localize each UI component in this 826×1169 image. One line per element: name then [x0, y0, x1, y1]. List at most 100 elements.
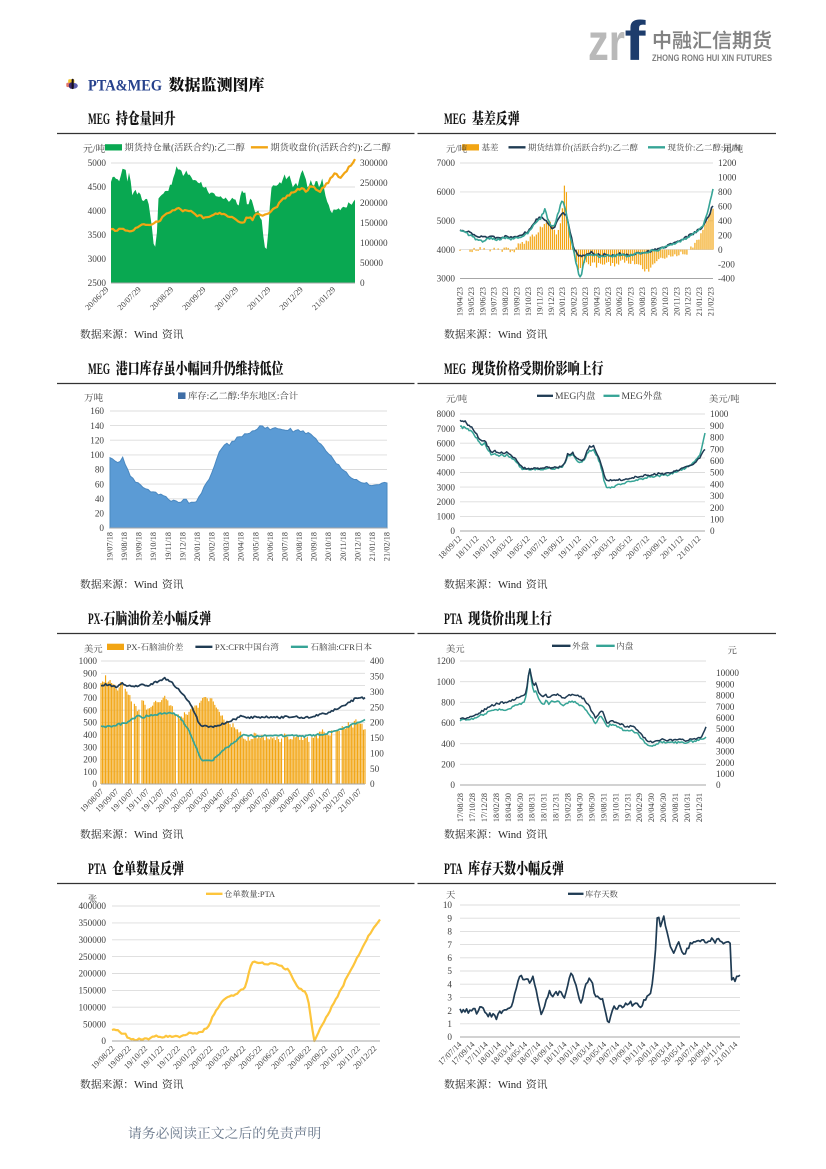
svg-text:8000: 8000 — [437, 409, 456, 419]
svg-text:0: 0 — [92, 779, 97, 789]
svg-text:5000: 5000 — [437, 216, 456, 226]
svg-text:19/08/31: 19/08/31 — [599, 793, 608, 822]
svg-text:2: 2 — [447, 1006, 452, 1016]
svg-text:19/06/23: 19/06/23 — [478, 287, 487, 316]
svg-text:20/10/18: 20/10/18 — [324, 532, 333, 561]
svg-text:40: 40 — [95, 494, 105, 504]
svg-text:3500: 3500 — [88, 230, 107, 240]
svg-text:3000: 3000 — [716, 747, 735, 757]
svg-text:1000: 1000 — [79, 656, 98, 666]
svg-text:20/08/23: 20/08/23 — [638, 287, 647, 316]
svg-text::: : — [693, 143, 695, 153]
svg-text:800: 800 — [718, 187, 732, 197]
svg-text:140: 140 — [90, 421, 104, 431]
svg-text:20/05/23: 20/05/23 — [604, 287, 613, 316]
svg-text:2500: 2500 — [88, 278, 107, 288]
svg-text:1000: 1000 — [437, 512, 456, 522]
svg-text:19/08/18: 19/08/18 — [120, 532, 129, 561]
svg-text:21/01/23: 21/01/23 — [695, 287, 704, 316]
svg-text:100000: 100000 — [360, 238, 388, 248]
svg-text:80: 80 — [95, 465, 105, 475]
svg-text:9000: 9000 — [716, 679, 735, 689]
svg-text:900: 900 — [83, 669, 97, 679]
svg-text:350000: 350000 — [78, 918, 106, 928]
svg-text:ZHONG RONG HUI XIN FUTURES: ZHONG RONG HUI XIN FUTURES — [652, 53, 772, 64]
svg-text:19/12/31: 19/12/31 — [623, 793, 632, 822]
svg-text:Wind: Wind — [498, 329, 522, 341]
svg-text:200: 200 — [441, 760, 455, 770]
svg-text:21/02/18: 21/02/18 — [383, 532, 392, 561]
svg-text:150000: 150000 — [360, 218, 388, 228]
svg-text:18/04/30: 18/04/30 — [504, 793, 513, 822]
svg-text:0: 0 — [99, 523, 104, 533]
svg-text:0: 0 — [718, 245, 723, 255]
svg-text:PTA: PTA — [444, 861, 463, 878]
svg-text:20/07/18: 20/07/18 — [280, 532, 289, 561]
svg-text:1: 1 — [447, 1019, 452, 1029]
svg-text:250000: 250000 — [360, 178, 388, 188]
svg-text:800: 800 — [441, 698, 455, 708]
svg-text:zr: zr — [588, 14, 625, 72]
svg-text:3000: 3000 — [437, 274, 456, 284]
svg-text:20/12/23: 20/12/23 — [684, 287, 693, 316]
svg-text:19/07/23: 19/07/23 — [490, 287, 499, 316]
svg-text:5000: 5000 — [437, 453, 456, 463]
svg-text:20/08/18: 20/08/18 — [295, 532, 304, 561]
svg-text:200: 200 — [710, 503, 724, 513]
svg-text:50000: 50000 — [83, 1019, 106, 1029]
svg-text:0: 0 — [370, 779, 375, 789]
svg-text:19/09/23: 19/09/23 — [513, 287, 522, 316]
svg-text:17/10/28: 17/10/28 — [468, 793, 477, 822]
svg-text:8000: 8000 — [716, 691, 735, 701]
svg-text::CFR: :CFR — [336, 642, 355, 652]
svg-text:0: 0 — [716, 780, 721, 790]
svg-text:20/02/29: 20/02/29 — [635, 793, 644, 822]
svg-text:20/08/31: 20/08/31 — [671, 793, 680, 822]
svg-text:0: 0 — [710, 526, 715, 536]
svg-text:20/03/18: 20/03/18 — [222, 532, 231, 561]
svg-text:20/10/31: 20/10/31 — [683, 793, 692, 822]
svg-text:19/06/30: 19/06/30 — [588, 793, 597, 822]
svg-text:4: 4 — [447, 979, 452, 989]
svg-text:):: ): — [607, 143, 612, 153]
svg-text:300: 300 — [83, 742, 97, 752]
svg-text:19/11/23: 19/11/23 — [535, 287, 544, 316]
svg-text:-200: -200 — [718, 259, 735, 269]
svg-text:PTA: PTA — [88, 861, 107, 878]
svg-text:20/11/18: 20/11/18 — [339, 532, 348, 561]
svg-text:MEG: MEG — [555, 391, 576, 402]
svg-text:8: 8 — [447, 927, 452, 937]
svg-text:3: 3 — [447, 993, 452, 1003]
svg-text:300000: 300000 — [360, 158, 388, 168]
svg-text:6000: 6000 — [716, 713, 735, 723]
svg-text:3000: 3000 — [88, 254, 107, 264]
svg-text:400: 400 — [710, 479, 724, 489]
svg-text:3000: 3000 — [437, 482, 456, 492]
svg-text:4000: 4000 — [437, 468, 456, 478]
svg-text:6000: 6000 — [437, 438, 456, 448]
svg-text:18/10/31: 18/10/31 — [540, 793, 549, 822]
svg-text:200: 200 — [718, 230, 732, 240]
svg-text:7000: 7000 — [716, 702, 735, 712]
svg-text:20/04/30: 20/04/30 — [647, 793, 656, 822]
svg-text:5: 5 — [447, 966, 452, 976]
svg-text:600: 600 — [83, 705, 97, 715]
svg-text:MEG: MEG — [444, 361, 466, 378]
svg-text:Wind: Wind — [498, 1079, 522, 1091]
svg-text:300000: 300000 — [78, 935, 106, 945]
svg-text:5000: 5000 — [716, 724, 735, 734]
svg-text:1000: 1000 — [710, 409, 729, 419]
svg-text:-400: -400 — [718, 274, 735, 284]
svg-text:):: ): — [357, 143, 363, 154]
svg-text:20/04/23: 20/04/23 — [592, 287, 601, 316]
svg-text:160: 160 — [90, 406, 104, 416]
svg-text:):: ): — [211, 143, 217, 154]
svg-text:f: f — [625, 9, 646, 72]
svg-text:20/06/23: 20/06/23 — [615, 287, 624, 316]
svg-text:1000: 1000 — [718, 173, 737, 183]
svg-text:Wind: Wind — [498, 829, 522, 841]
svg-text:19/11/18: 19/11/18 — [164, 532, 173, 561]
svg-text:PX:CFR: PX:CFR — [215, 642, 245, 652]
svg-text::: : — [721, 143, 723, 153]
svg-text:19/02/28: 19/02/28 — [564, 793, 573, 822]
